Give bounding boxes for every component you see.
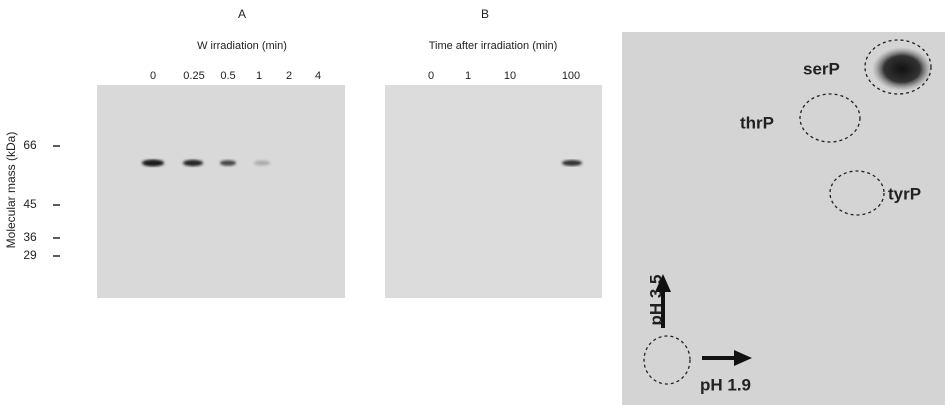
bands: [142, 159, 270, 167]
panel-subtitle: Time after irradiation (min): [429, 40, 558, 52]
band: [183, 159, 203, 167]
arrow-head: [734, 350, 752, 366]
spot-label: serP: [803, 59, 840, 78]
lane-label: 100: [562, 70, 580, 82]
gel: [97, 85, 345, 298]
lane-label: 0.5: [220, 70, 235, 82]
band: [254, 160, 270, 166]
lane-label: 1: [465, 70, 471, 82]
band: [562, 160, 582, 166]
axis-label: pH 1.9: [700, 375, 751, 394]
spot-outline: [829, 170, 885, 216]
lane-label: 0: [428, 70, 434, 82]
lane-label: 0: [150, 70, 156, 82]
panel-title: B: [481, 7, 489, 21]
origin-outline: [643, 335, 691, 385]
marker-label: 66: [23, 138, 37, 152]
markers: 66 45 36 29: [23, 138, 60, 262]
marker-label: 29: [23, 248, 37, 262]
spot-outlines: [643, 39, 932, 385]
arrow-shaft: [702, 356, 736, 360]
arrows: [655, 274, 752, 366]
spot-outline: [799, 93, 861, 143]
lane-label: 4: [315, 70, 321, 82]
lane-label: 10: [504, 70, 516, 82]
arrow-shaft: [661, 288, 665, 328]
gel: [385, 85, 602, 298]
spot: [872, 47, 932, 91]
marker-label: 36: [23, 230, 37, 244]
band: [142, 159, 164, 167]
lane-label: 2: [286, 70, 292, 82]
lane-label: 0.25: [183, 70, 204, 82]
band: [220, 160, 236, 166]
y-axis-label: Molecular mass (kDa): [4, 132, 18, 249]
panel-subtitle: W irradiation (min): [197, 40, 287, 52]
lane-label: 1: [256, 70, 262, 82]
tlc-plate: [622, 32, 945, 405]
spot-label: tyrP: [888, 184, 921, 203]
spot-label: thrP: [740, 113, 774, 132]
arrow-head: [655, 274, 671, 292]
panel-title: A: [238, 7, 246, 21]
spot-outline: [864, 39, 932, 95]
marker-label: 45: [23, 197, 37, 211]
